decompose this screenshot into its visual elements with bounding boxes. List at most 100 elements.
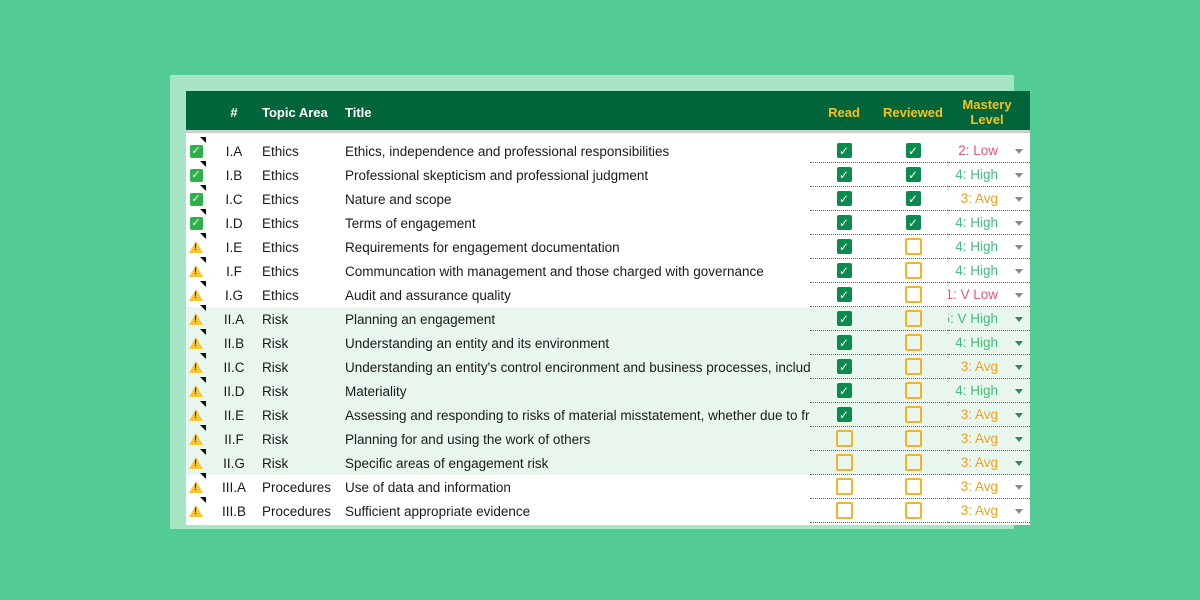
table-row[interactable]: ✓ I.C Ethics Nature and scope ✓ ✓ 3: Avg [186,185,1030,211]
mastery-dropdown[interactable]: 4: High [948,211,1030,235]
note-indicator-icon[interactable] [200,425,206,431]
dropdown-arrow-icon[interactable] [1015,413,1023,418]
table-row[interactable]: ✓ I.B Ethics Professional skepticism and pr… [186,161,1030,187]
status-cell[interactable] [186,427,206,451]
dropdown-arrow-icon[interactable] [1015,173,1023,178]
read-checkbox[interactable]: ✓ [836,167,852,182]
dropdown-arrow-icon[interactable] [1015,485,1023,490]
read-checkbox[interactable] [835,502,853,519]
mastery-dropdown[interactable]: 3: Avg [948,187,1030,211]
status-cell[interactable]: ✓ [186,163,206,187]
title-cell[interactable]: Nature and scope [345,191,452,207]
mastery-dropdown[interactable]: 3: Avg [948,355,1030,379]
note-indicator-icon[interactable] [200,281,206,287]
read-checkbox[interactable]: ✓ [836,383,852,398]
table-row[interactable]: I.G Ethics Audit and assurance quality ✓ 1: … [186,281,1030,307]
note-indicator-icon[interactable] [200,377,206,383]
header-read[interactable]: Read [828,104,860,120]
dropdown-arrow-icon[interactable] [1015,149,1023,154]
table-row[interactable]: ✓ I.A Ethics Ethics, independence and profe… [186,137,1030,163]
num-cell[interactable]: III.A [221,479,246,495]
mastery-dropdown[interactable]: 4: High [948,379,1030,403]
mastery-dropdown[interactable]: 4: High [948,163,1030,187]
num-cell[interactable]: I.A [225,143,243,159]
note-indicator-icon[interactable] [200,449,206,455]
status-cell[interactable] [186,403,206,427]
title-cell[interactable]: Sufficient appropriate evidence [345,503,531,519]
dropdown-arrow-icon[interactable] [1015,365,1023,370]
read-checkbox[interactable] [835,454,853,471]
dropdown-arrow-icon[interactable] [1015,437,1023,442]
dropdown-arrow-icon[interactable] [1015,341,1023,346]
status-cell[interactable] [186,355,206,379]
reviewed-checkbox[interactable]: ✓ [905,143,921,158]
header-topic-area[interactable]: Topic Area [262,104,328,120]
num-cell[interactable]: I.B [225,167,243,183]
title-cell[interactable]: Audit and assurance quality [345,287,511,303]
title-cell[interactable]: Requirements for engagement documentatio… [345,239,620,255]
dropdown-arrow-icon[interactable] [1015,245,1023,250]
status-cell[interactable] [186,331,206,355]
topic-cell[interactable]: Ethics [262,191,299,207]
note-indicator-icon[interactable] [200,353,206,359]
topic-cell[interactable]: Risk [262,455,289,471]
mastery-dropdown[interactable]: 3: Avg [948,475,1030,499]
mastery-dropdown[interactable]: 3: Avg [948,499,1030,523]
topic-cell[interactable]: Ethics [262,167,299,183]
table-row[interactable]: III.A Procedures Use of data and informati… [186,473,1030,499]
reviewed-checkbox[interactable] [904,262,922,279]
title-cell[interactable]: Understanding an entity's control enciro… [345,359,810,375]
topic-cell[interactable]: Risk [262,335,289,351]
note-indicator-icon[interactable] [200,233,206,239]
reviewed-checkbox[interactable] [904,358,922,375]
note-indicator-icon[interactable] [200,305,206,311]
topic-cell[interactable]: Procedures [262,503,332,519]
note-indicator-icon[interactable] [200,401,206,407]
topic-cell[interactable]: Ethics [262,215,299,231]
num-cell[interactable]: I.G [224,287,243,303]
dropdown-arrow-icon[interactable] [1015,509,1023,514]
reviewed-checkbox[interactable] [904,310,922,327]
topic-cell[interactable]: Risk [262,431,289,447]
read-checkbox[interactable]: ✓ [836,407,852,422]
num-cell[interactable]: I.D [225,215,243,231]
mastery-dropdown[interactable]: 2: Low [948,139,1030,163]
num-cell[interactable]: II.F [224,431,244,447]
read-checkbox[interactable]: ✓ [836,215,852,230]
note-indicator-icon[interactable] [200,161,206,167]
mastery-dropdown[interactable]: 3: Avg [948,403,1030,427]
status-cell[interactable]: ✓ [186,187,206,211]
read-checkbox[interactable]: ✓ [836,191,852,206]
reviewed-checkbox[interactable] [904,430,922,447]
reviewed-checkbox[interactable]: ✓ [905,167,921,182]
status-cell[interactable] [186,283,206,307]
table-row[interactable]: II.A Risk Planning an engagement ✓ 5: V High [186,305,1030,331]
topic-cell[interactable]: Risk [262,311,289,327]
title-cell[interactable]: Materiality [345,383,407,399]
dropdown-arrow-icon[interactable] [1015,389,1023,394]
dropdown-arrow-icon[interactable] [1015,317,1023,322]
num-cell[interactable]: II.A [223,311,245,327]
note-indicator-icon[interactable] [200,257,206,263]
table-row[interactable]: II.G Risk Specific areas of engagement ris… [186,449,1030,475]
status-cell[interactable] [186,307,206,331]
header-num[interactable]: # [230,104,238,120]
reviewed-checkbox[interactable] [904,238,922,255]
table-row[interactable]: II.C Risk Understanding an entity's contro… [186,353,1030,379]
num-cell[interactable]: III.B [221,503,246,519]
status-cell[interactable] [186,475,206,499]
dropdown-arrow-icon[interactable] [1015,293,1023,298]
note-indicator-icon[interactable] [200,209,206,215]
num-cell[interactable]: I.C [225,191,243,207]
dropdown-arrow-icon[interactable] [1015,197,1023,202]
reviewed-checkbox[interactable]: ✓ [905,191,921,206]
note-indicator-icon[interactable] [200,137,206,143]
status-cell[interactable]: ✓ [186,211,206,235]
reviewed-checkbox[interactable]: ✓ [905,215,921,230]
mastery-dropdown[interactable]: 1: V Low [948,283,1030,307]
reviewed-checkbox[interactable] [904,286,922,303]
topic-cell[interactable]: Ethics [262,239,299,255]
topic-cell[interactable]: Risk [262,359,289,375]
table-row[interactable]: II.D Risk Materiality ✓ 4: High [186,377,1030,403]
table-row[interactable]: I.E Ethics Requirements for engagement doc… [186,233,1030,259]
